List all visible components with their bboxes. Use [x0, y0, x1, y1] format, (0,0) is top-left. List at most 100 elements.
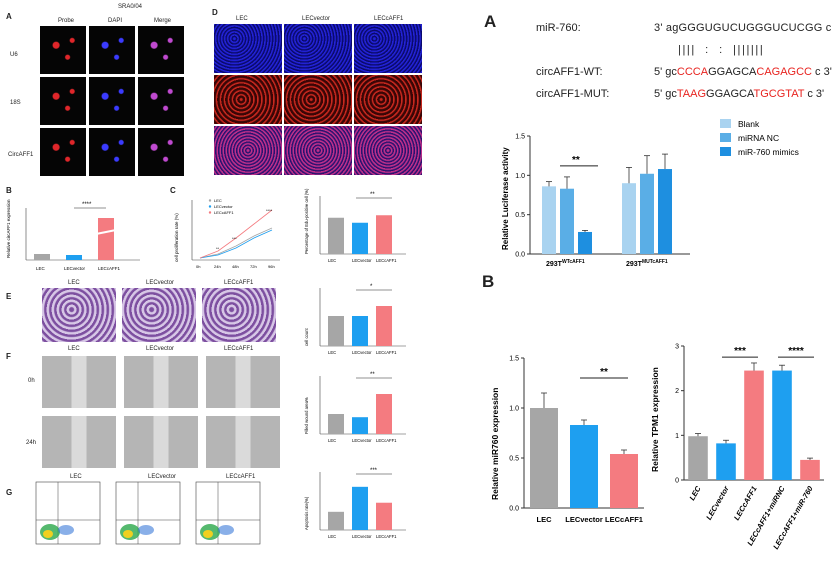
- small-bar-label: LEC: [328, 534, 336, 539]
- chart-ytick: 0.0: [509, 506, 519, 513]
- luc-legend-label: Blank: [738, 119, 760, 129]
- mir-label: miR-760:: [536, 22, 581, 34]
- mut-label: circAFF1-MUT:: [536, 88, 610, 100]
- small-bar-label: LECcAFF1: [376, 438, 397, 443]
- luc-legend-label: miR-760 mimics: [738, 147, 799, 157]
- panel-b-right-letter: B: [482, 272, 495, 291]
- small-bar-charts: Percentage of Edu-positive cell (%) LEC LE…: [304, 188, 406, 539]
- panel-f-letter: F: [6, 352, 11, 361]
- micrograph-tile: [89, 128, 135, 176]
- small-bar: [328, 414, 344, 434]
- chart-bar: [570, 425, 598, 508]
- small-bar-sig: **: [370, 372, 375, 378]
- luc-bar: [578, 231, 592, 254]
- luc-legend-swatch: [720, 147, 731, 156]
- micrograph-tile: [138, 77, 184, 125]
- chart-sig: **: [600, 367, 608, 378]
- luc-ytick: 0.0: [515, 252, 525, 259]
- small-bar: [352, 417, 368, 434]
- chart-bar: [610, 454, 638, 508]
- svg-text:72h: 72h: [250, 264, 257, 269]
- luc-bar: [542, 186, 556, 254]
- chart-bar: [530, 408, 558, 508]
- panel-a-row-18s: 18S: [10, 100, 21, 106]
- svg-text:****: ****: [266, 208, 273, 213]
- small-bar: [352, 222, 368, 254]
- seq-segment: c 3': [812, 66, 832, 78]
- micrograph-tile: [214, 24, 282, 73]
- luciferase-chart: Relative Luciferase activity 0.0 0.5 1.0 1.5…: [501, 119, 799, 268]
- micrograph-tile: [89, 26, 135, 74]
- seq-segment: 5' gc: [654, 66, 677, 78]
- small-bar: [376, 306, 392, 346]
- chart-ylabel: Relative miR760 expression: [490, 388, 500, 500]
- small-bar: [328, 217, 344, 254]
- circaff1-sig: ****: [82, 202, 92, 208]
- seq-segment: c 3': [804, 88, 825, 100]
- svg-text:LECvector: LECvector: [214, 204, 233, 209]
- micrograph-tile: [40, 128, 86, 176]
- luc-legend-swatch: [720, 119, 731, 128]
- chart-category: LECvector: [565, 515, 603, 524]
- seq-segment: GGAGCA: [706, 88, 754, 100]
- svg-text:LECvector: LECvector: [64, 266, 86, 271]
- panel-d-letter: D: [212, 8, 218, 17]
- small-chart-ylabel: Apoptosis rate(%): [304, 496, 309, 530]
- svg-text:**: **: [216, 246, 220, 251]
- micrograph-tile: [354, 24, 422, 73]
- micrograph-tile: [42, 416, 116, 468]
- panel-e-letter: E: [6, 292, 12, 301]
- svg-text:96h: 96h: [268, 264, 275, 269]
- luc-bar: [622, 183, 636, 254]
- seq-segment: CCCA: [676, 66, 709, 78]
- micrograph-tile: [122, 288, 196, 342]
- panel-a-col-probe: Probe: [58, 18, 75, 24]
- chart-category: LECcAFF1: [732, 485, 759, 522]
- bar-lec: [34, 254, 50, 260]
- chart-ytick: 0.5: [509, 456, 519, 463]
- luc-bar: [640, 173, 654, 254]
- small-bar-label: LECvector: [352, 258, 372, 263]
- chart-ytick: 0: [675, 478, 679, 485]
- small-chart-ylabel: Percentage of Edu-positive cell (%): [304, 188, 309, 254]
- panel-a-col-dapi: DAPI: [108, 18, 123, 24]
- micrograph-tile: [206, 416, 280, 468]
- micrograph-tile: [124, 416, 198, 468]
- luc-ylabel: Relative Luciferase activity: [501, 147, 510, 250]
- chart-sig: ****: [788, 346, 804, 357]
- micrograph-tile: [354, 126, 422, 175]
- svg-text:LEC: LEC: [214, 198, 222, 203]
- micrograph-tile: [214, 126, 282, 175]
- panel-a-col-merge: Merge: [154, 18, 172, 24]
- panel-a-sequence: A miR-760: 3' agGGGUGUCUGGGUCUCGG c 5' |…: [480, 0, 833, 110]
- micrograph-tile: [354, 75, 422, 124]
- chart-category: LEC: [537, 515, 553, 524]
- small-chart-ylabel: cell count: [304, 327, 309, 346]
- luc-bar: [560, 188, 574, 254]
- micrograph-tile: [124, 356, 198, 408]
- panel-g-letter: G: [6, 488, 13, 497]
- circaff1-ylabel: Relative circAFF1 expression: [6, 199, 11, 258]
- chart-category: LECcAFF1: [605, 515, 643, 524]
- small-bar-label: LEC: [328, 438, 336, 443]
- panel-d-col-3: LECcAFF1: [374, 16, 404, 22]
- wt-sequence: 5' gcCCCAGGAGCACAGAGCC c 3': [654, 66, 832, 78]
- luc-category: 293TWTcAFF1: [546, 259, 585, 268]
- micrograph-tile: [284, 126, 352, 175]
- luc-category: 293TMUTcAFF1: [626, 259, 668, 268]
- luc-legend-label: miRNA NC: [738, 133, 779, 143]
- small-bar-label: LECvector: [352, 350, 372, 355]
- small-bar-label: LECcAFF1: [376, 534, 397, 539]
- small-bar-sig: **: [370, 192, 375, 198]
- small-bar: [376, 215, 392, 254]
- micrograph-tile: [284, 24, 352, 73]
- chart-bar: [772, 370, 792, 480]
- luc-sig: **: [572, 155, 580, 166]
- chart-category: LECvector: [704, 484, 731, 522]
- chart-ylabel: Relative TPM1 expression: [650, 367, 660, 472]
- panel-c-letter: C: [170, 186, 176, 195]
- svg-text:LECcAFF1: LECcAFF1: [214, 210, 234, 215]
- panel-d-col-2: LECvector: [302, 16, 331, 22]
- mir760-expression-chart: Relative miR760 expression 0.0 0.5 1.0 1.5 LE…: [490, 356, 644, 524]
- svg-text:LECcAFF1: LECcAFF1: [98, 266, 121, 271]
